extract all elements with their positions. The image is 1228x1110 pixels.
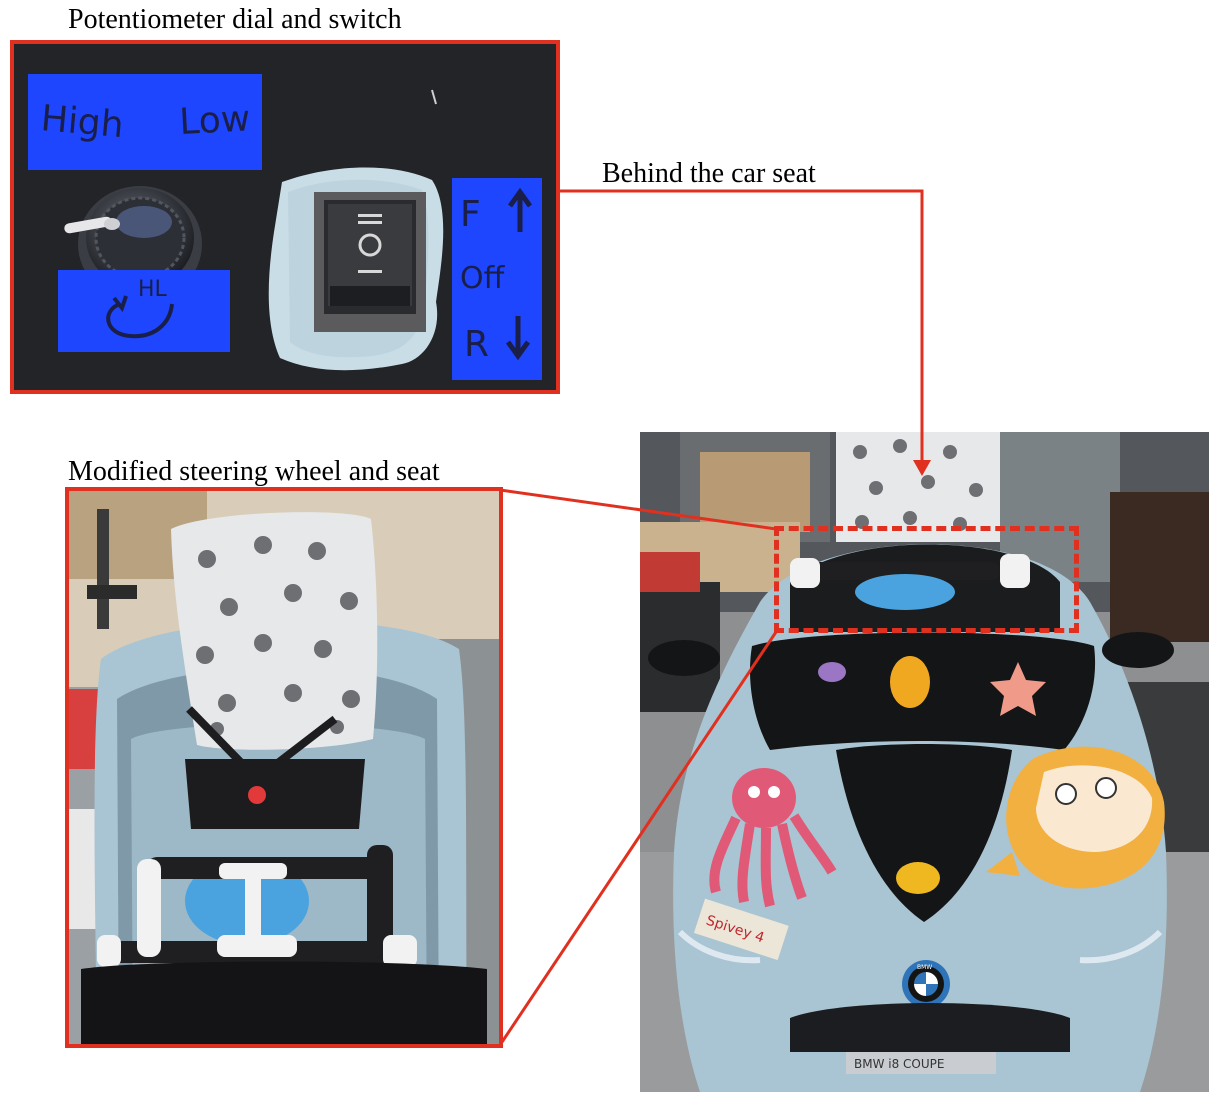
off-label: Off xyxy=(460,261,506,296)
caption-potentiometer: Potentiometer dial and switch xyxy=(68,4,402,35)
dial-direction-tape xyxy=(58,270,230,352)
reverse-label: R xyxy=(464,324,489,365)
seat-back xyxy=(171,512,378,750)
photo-steering-seat xyxy=(67,489,501,1046)
high-low-tape xyxy=(28,74,262,170)
pvc-handlebar xyxy=(97,845,417,967)
caption-steering: Modified steering wheel and seat xyxy=(68,456,440,487)
bmw-badge-text: BMW xyxy=(917,964,932,971)
forward-label: F xyxy=(460,194,481,235)
bmw-badge: BMW xyxy=(902,960,950,1008)
right-mirror xyxy=(1102,632,1174,668)
octopus-sticker xyxy=(709,768,837,908)
harness-buckle xyxy=(248,786,266,804)
left-mirror xyxy=(648,640,720,676)
rocker-switch xyxy=(268,167,444,371)
high-label: High xyxy=(39,98,125,146)
license-plate: BMW i8 COUPE xyxy=(854,1057,944,1071)
blue-steering-base-small xyxy=(855,574,955,610)
caption-behind-seat: Behind the car seat xyxy=(602,158,816,189)
low-label: Low xyxy=(178,98,251,143)
dial-marks-label: HL xyxy=(138,277,168,302)
tape-note: Spivey 4 xyxy=(693,898,789,961)
photo-potentiometer-switch: High Low HL F xyxy=(12,42,558,392)
photo-full-car: Spivey 4 BMW BMW i8 COUPE xyxy=(640,432,1209,1092)
shark-sticker xyxy=(986,746,1165,889)
